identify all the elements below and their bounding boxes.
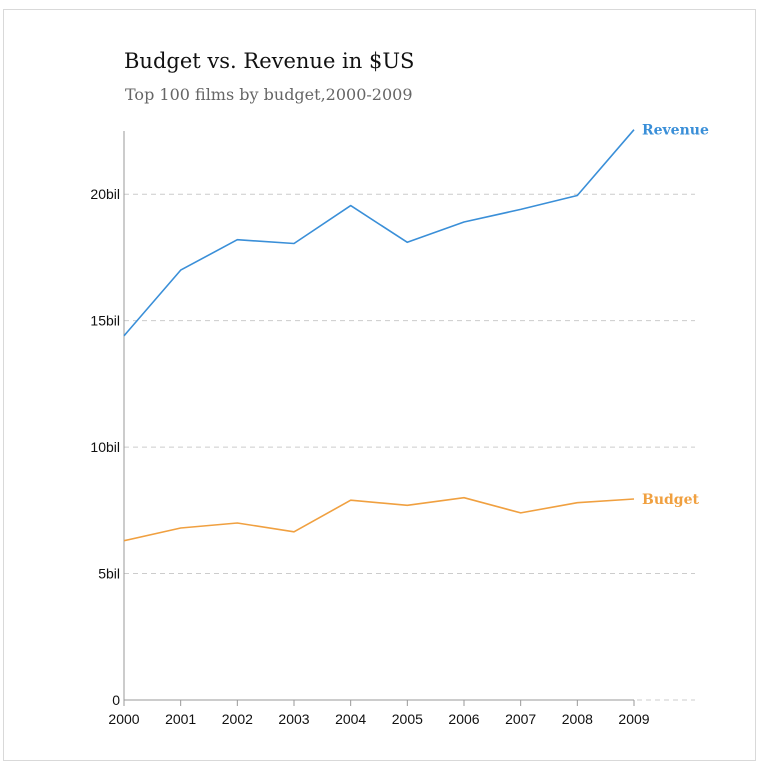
x-tick-label: 2001 xyxy=(165,711,196,727)
y-tick-label: 10bil xyxy=(90,439,120,455)
y-tick-label: 5bil xyxy=(98,566,120,582)
series-label-revenue: Revenue xyxy=(642,123,709,139)
chart-subtitle: Top 100 films by budget,2000-2009 xyxy=(125,85,413,104)
gridlines xyxy=(124,193,695,701)
series-line-revenue xyxy=(123,129,635,337)
x-tick-label: 2002 xyxy=(222,711,253,727)
x-tick-label: 2006 xyxy=(448,711,479,727)
chart-title: Budget vs. Revenue in $US xyxy=(124,49,415,73)
x-tick-label: 2009 xyxy=(618,711,649,727)
axes: 0 5bil 10bil 15bil 20bil 2000 2001 2002 2003 2004… xyxy=(90,131,650,727)
y-tick-label: 0 xyxy=(112,692,120,708)
y-tick-label: 15bil xyxy=(90,313,120,329)
series-lines xyxy=(123,129,635,542)
series-label-budget: Budget xyxy=(642,492,699,508)
x-tick-label: 2000 xyxy=(108,711,139,727)
series-line-budget xyxy=(123,496,635,542)
y-tick-label: 20bil xyxy=(90,186,120,202)
x-tick-label: 2003 xyxy=(278,711,309,727)
x-tick-label: 2007 xyxy=(505,711,536,727)
series-labels: Revenue Budget xyxy=(642,123,709,508)
x-tick-label: 2005 xyxy=(392,711,423,727)
x-tick-label: 2004 xyxy=(335,711,366,727)
x-tick-label: 2008 xyxy=(562,711,593,727)
